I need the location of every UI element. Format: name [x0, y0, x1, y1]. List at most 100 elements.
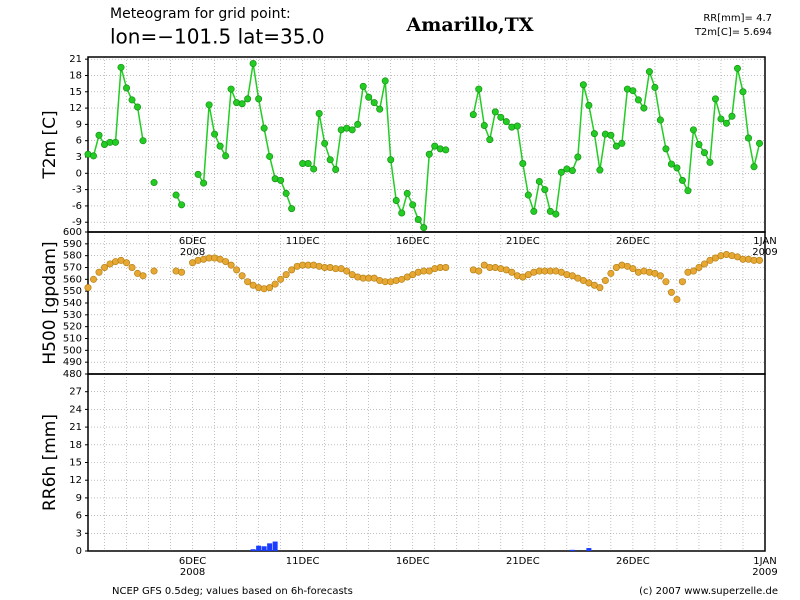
point [255, 95, 263, 103]
footer: (c) 2007 www.superzelle.de [639, 586, 778, 597]
point [348, 126, 356, 134]
x-tick-label: 26DEC [616, 556, 650, 567]
point [442, 263, 450, 271]
point [238, 100, 246, 108]
point [376, 105, 384, 113]
point [486, 136, 494, 144]
point [277, 275, 285, 283]
point [321, 139, 329, 147]
point [678, 278, 686, 286]
point [381, 77, 389, 85]
line [87, 63, 761, 230]
point [750, 163, 758, 171]
point [178, 201, 186, 209]
y-tick-label: -9 [72, 217, 82, 228]
y-tick-label: 540 [63, 298, 82, 309]
point [700, 260, 708, 268]
y-axis-label: RR6h [mm] [40, 414, 60, 511]
chart-title: Amarillo,TX [406, 14, 534, 36]
panel-frame [87, 373, 766, 552]
point [139, 137, 147, 145]
x-tick-sublabel: 2009 [752, 247, 777, 258]
point [282, 189, 290, 197]
point [288, 205, 296, 213]
x-tick-label: 1JAN [753, 556, 776, 567]
point [128, 263, 136, 271]
point [271, 280, 279, 288]
point [607, 269, 615, 277]
y-tick-label: 600 [63, 227, 82, 238]
y-tick-label: 480 [63, 369, 82, 380]
point [728, 112, 736, 120]
point [706, 158, 714, 166]
x-tick-sublabel: 2008 [180, 567, 205, 578]
location: lon=−101.5 lat=35.0 [110, 25, 325, 49]
point [128, 96, 136, 104]
point [519, 160, 527, 168]
point [656, 272, 664, 280]
subtitle: Meteogram for grid point: [110, 6, 291, 22]
point [651, 83, 659, 91]
y-tick-label: 580 [63, 251, 82, 262]
point [343, 267, 351, 275]
point [689, 126, 697, 134]
point [304, 160, 312, 168]
bar [272, 541, 278, 551]
point [596, 166, 604, 174]
point [513, 122, 521, 130]
x-tick-label: 26DEC [616, 236, 650, 247]
panel-frame [87, 56, 766, 233]
point [370, 99, 378, 107]
point [689, 267, 697, 275]
point [398, 209, 406, 217]
point [590, 130, 598, 138]
bar [569, 549, 575, 551]
point [574, 153, 582, 161]
point [216, 142, 224, 150]
point [431, 142, 439, 150]
point [541, 186, 549, 194]
point [310, 165, 318, 173]
point [722, 119, 730, 127]
y-tick-label: 24 [69, 404, 82, 415]
point [546, 207, 554, 215]
point [530, 207, 538, 215]
point [117, 63, 125, 71]
y-tick-label: 15 [69, 87, 82, 98]
y-tick-label: 3 [76, 528, 82, 539]
bar [586, 548, 592, 551]
y-tick-label: 6 [76, 511, 82, 522]
point [634, 96, 642, 104]
y-tick-label: -6 [72, 201, 82, 212]
point [568, 167, 576, 175]
point [524, 191, 532, 199]
point [409, 201, 417, 209]
y-tick-label: 560 [63, 274, 82, 285]
point [139, 272, 147, 280]
y-tick-label: 18 [69, 440, 82, 451]
point [101, 263, 109, 271]
point [612, 142, 620, 150]
point [123, 259, 131, 267]
point [557, 168, 565, 176]
point [123, 84, 131, 92]
point [266, 152, 274, 160]
point [200, 179, 208, 187]
point [469, 111, 477, 119]
y-axis-label: H500 [gpdam] [40, 241, 60, 364]
point [475, 267, 483, 275]
point [420, 224, 428, 232]
point [315, 110, 323, 118]
bar [261, 546, 267, 551]
y-tick-label: 12 [69, 475, 82, 486]
bar [267, 543, 273, 551]
point [596, 284, 604, 292]
point [695, 141, 703, 149]
y-tick-label: 6 [76, 136, 82, 147]
point [502, 118, 510, 126]
point [84, 284, 92, 292]
point [359, 82, 367, 90]
point [667, 160, 675, 168]
point [150, 179, 158, 187]
